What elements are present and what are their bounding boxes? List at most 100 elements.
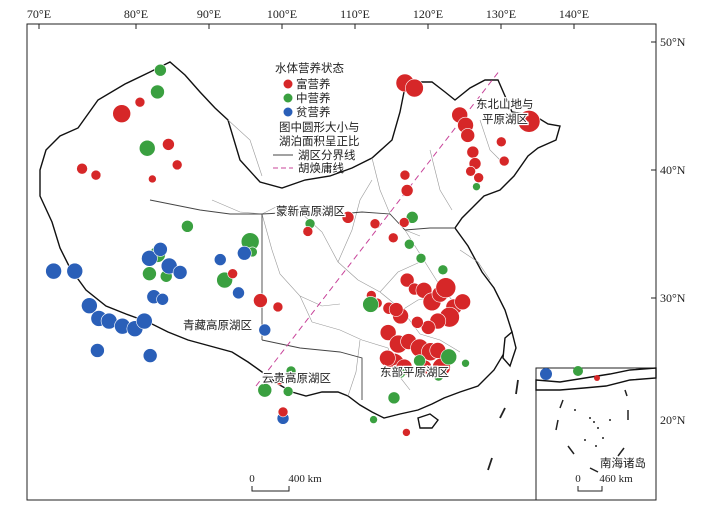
lake-eutrophic [411, 316, 424, 329]
lake-eutrophic [90, 169, 102, 181]
lake-eutrophic [594, 375, 600, 381]
lake-eutrophic [171, 159, 183, 171]
region-label-northeast-2: 平原湖区 [482, 112, 528, 126]
lake-eutrophic [341, 211, 355, 224]
scale-line [251, 486, 290, 492]
lake-mesotrophic [437, 264, 449, 276]
inset-dashes [555, 389, 629, 473]
lat-label-30n: 30°N [660, 291, 686, 305]
lake-oligotrophic [141, 250, 158, 267]
region-label-qingzang: 青藏高原湖区 [183, 318, 252, 332]
lake-eutrophic [405, 78, 424, 98]
legend-size-note-2: 湖泊面积呈正比 [279, 134, 360, 148]
inset-scale-label: 460 km [599, 473, 633, 485]
lon-label-80e: 80°E [124, 7, 148, 21]
lake-eutrophic [460, 128, 476, 143]
legend-title: 水体营养状态 [275, 61, 344, 75]
lake-mesotrophic [404, 238, 415, 250]
lake-eutrophic [465, 165, 476, 177]
sea-boundary-dashes [487, 379, 519, 471]
lake-eutrophic [388, 302, 404, 317]
lake-mesotrophic [154, 63, 167, 77]
lake-eutrophic [148, 174, 157, 184]
lake-mesotrophic [573, 366, 583, 376]
legend-swatch-mesotrophic [283, 93, 293, 103]
lake-mesotrophic [440, 348, 458, 366]
lake-oligotrophic [153, 242, 168, 257]
lake-oligotrophic [172, 265, 188, 280]
legend-swatch-oligotrophic [283, 107, 293, 117]
lake-mesotrophic [415, 253, 427, 264]
lake-oligotrophic [90, 343, 105, 358]
lon-label-120e: 120°E [413, 7, 443, 21]
lake-eutrophic [387, 232, 399, 244]
lake-eutrophic [454, 293, 471, 311]
lake-mesotrophic [472, 182, 481, 191]
legend: 水体营养状态 富营养 中营养 贫营养 图中圆形大小与 湖泊面积呈正比 湖区分界线… [273, 61, 360, 175]
lake-mesotrophic [142, 266, 157, 281]
lon-label-70e: 70°E [27, 7, 51, 21]
lake-eutrophic [274, 374, 285, 386]
lake-oligotrophic [540, 368, 552, 380]
lake-eutrophic [399, 272, 415, 288]
region-label-mengxin: 蒙新高原湖区 [276, 204, 345, 218]
lake-eutrophic [76, 162, 88, 175]
lake-mesotrophic [413, 354, 426, 368]
lake-mesotrophic [387, 391, 401, 405]
region-label-yungui: 云贵高原湖区 [262, 371, 331, 385]
lake-mesotrophic [150, 84, 165, 100]
legend-label-mesotrophic: 中营养 [296, 91, 331, 105]
scale-label: 400 km [288, 473, 322, 485]
lake-eutrophic [402, 428, 411, 437]
lon-label-110e: 110°E [340, 7, 370, 21]
scale-bar: 0 400 km [249, 473, 322, 492]
lake-mesotrophic [285, 365, 297, 377]
lake-eutrophic [134, 96, 146, 108]
scale-zero: 0 [249, 473, 255, 485]
lake-eutrophic [253, 293, 268, 308]
lake-mesotrophic [461, 358, 470, 368]
lon-label-100e: 100°E [267, 7, 297, 21]
lon-labels: 70°E 80°E 90°E 100°E 110°E 120°E 130°E 1… [27, 7, 589, 21]
legend-swatch-eutrophic [283, 79, 293, 89]
lake-mesotrophic [405, 211, 419, 224]
lake-eutrophic [473, 172, 484, 183]
lake-mesotrophic [362, 296, 379, 313]
lake-oligotrophic [45, 262, 62, 280]
lakes-layer [45, 63, 541, 437]
lake-eutrophic [162, 138, 175, 151]
inset-islands [574, 409, 611, 447]
lake-oligotrophic [66, 262, 84, 280]
lake-eutrophic [379, 324, 397, 341]
lon-label-130e: 130°E [486, 7, 516, 21]
lake-eutrophic [302, 226, 314, 237]
inset-lakes-layer [540, 366, 600, 381]
lat-labels: 50°N 40°N 30°N 20°N [660, 35, 686, 427]
lake-eutrophic [398, 217, 410, 228]
region-label-dongbu: 东部平原湖区 [380, 365, 449, 379]
lake-eutrophic [495, 136, 507, 148]
region-label-northeast-1: 东北山地与 [476, 97, 534, 111]
lake-eutrophic [498, 155, 510, 167]
lake-eutrophic [112, 104, 131, 123]
legend-huhuanyong-label: 胡焕庸线 [298, 161, 344, 175]
lon-label-90e: 90°E [197, 7, 221, 21]
legend-label-eutrophic: 富营养 [296, 77, 331, 91]
lake-oligotrophic [142, 348, 158, 363]
lat-label-50n: 50°N [660, 35, 686, 49]
south-china-sea-inset: 南海诸岛 0 460 km [535, 366, 657, 501]
lake-oligotrophic [136, 312, 153, 330]
lake-eutrophic [379, 349, 396, 367]
lake-mesotrophic [257, 382, 273, 398]
inset-label: 南海诸岛 [600, 456, 646, 470]
map-frame [26, 23, 657, 501]
lake-oligotrophic [213, 253, 227, 266]
lake-eutrophic [399, 169, 411, 181]
lake-oligotrophic [156, 292, 169, 306]
lat-label-20n: 20°N [660, 413, 686, 427]
taiwan-island [502, 330, 517, 368]
lake-mesotrophic [282, 386, 294, 397]
lake-mesotrophic [433, 370, 444, 382]
lake-oligotrophic [258, 323, 272, 337]
